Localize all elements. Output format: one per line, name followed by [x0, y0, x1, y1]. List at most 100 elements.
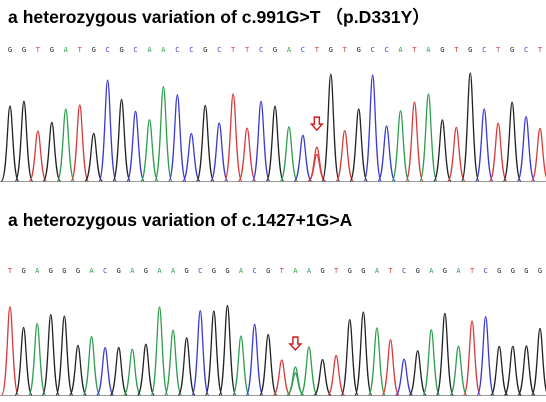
panel-1-title: a heterozygous variation of c.991G>T （p.…: [8, 7, 430, 27]
chromatogram-peak: [123, 348, 142, 396]
chromatogram-peak: [488, 122, 508, 182]
base-call-letter: A: [429, 267, 434, 275]
chromatogram-peak: [231, 335, 251, 396]
chromatogram-peak: [449, 345, 468, 396]
base-call-letter: C: [133, 46, 137, 54]
chromatogram-peak: [490, 345, 509, 396]
chromatogram-peak: [367, 327, 386, 396]
chromatogram-peak: [14, 100, 34, 182]
chromatogram-peak: [259, 333, 278, 396]
chromatogram-peak: [182, 132, 201, 182]
chromatogram-peak: [0, 306, 20, 396]
chromatogram-peak: [363, 74, 382, 182]
chromatogram-panel-2: a heterozygous variation of c.1427+1G>A …: [0, 200, 546, 402]
base-call-letter: T: [231, 46, 236, 54]
base-call-letter: T: [334, 267, 339, 275]
chromatogram-peak: [405, 101, 424, 182]
base-call-letter: G: [212, 267, 216, 275]
chromatogram-peak: [126, 110, 145, 182]
chromatogram-peak: [474, 108, 494, 182]
chromatogram-peak: [419, 93, 438, 182]
chromatogram-peak: [68, 344, 88, 396]
chromatogram-peak: [150, 306, 169, 396]
base-call-letter: G: [92, 46, 96, 54]
chromatogram-peak: [279, 126, 299, 182]
base-call-letter: A: [147, 46, 152, 54]
base-call-letter: G: [538, 267, 542, 275]
base-call-letter: G: [62, 267, 66, 275]
base-call-letter: C: [253, 267, 257, 275]
base-call-letter: A: [426, 46, 431, 54]
chromatogram-peak: [112, 98, 131, 182]
base-call-letter: T: [343, 46, 348, 54]
base-call-letter: G: [273, 46, 277, 54]
base-call-letter: C: [103, 267, 107, 275]
chromatogram-peak: [321, 73, 341, 182]
chromatogram-peak: [530, 127, 546, 182]
chromatogram-peak: [42, 121, 62, 182]
base-call-letter: C: [301, 46, 305, 54]
chromatogram-peak: [530, 327, 546, 396]
chromatogram-peak: [195, 104, 215, 182]
chromatogram-peak: [265, 105, 285, 182]
chromatogram-peak: [82, 335, 101, 396]
chromatogram-peak: [251, 100, 271, 182]
chromatogram-peak: [447, 126, 466, 182]
base-call-letter: T: [78, 46, 83, 54]
base-call-letter: T: [388, 267, 393, 275]
chromatogram-peak: [476, 315, 495, 396]
chromatogram-peak: [460, 72, 480, 182]
chromatogram-peak: [307, 146, 327, 182]
base-call-letter: G: [348, 267, 352, 275]
base-call-letter: C: [217, 46, 221, 54]
chromatogram-peak: [313, 358, 332, 396]
base-call-letter: C: [384, 46, 388, 54]
base-call-letter: A: [161, 46, 166, 54]
base-call-letter: G: [185, 267, 189, 275]
chromatogram-peak: [14, 326, 33, 396]
chromatogram-peak: [0, 105, 20, 182]
base-call-letter: G: [416, 267, 420, 275]
chromatogram-peak: [154, 86, 173, 182]
chromatogram-peak: [433, 119, 452, 182]
base-call-letter: T: [315, 46, 320, 54]
chromatogram-peak: [503, 345, 522, 396]
chromatogram-peak: [340, 318, 359, 396]
base-call-letter: G: [511, 267, 515, 275]
chromatogram-peak: [96, 346, 115, 396]
chromatogram-peak: [245, 323, 264, 396]
base-call-letter: T: [36, 46, 41, 54]
chromatogram-peak: [502, 101, 522, 182]
chromatogram-peak: [395, 358, 414, 396]
chromatogram-peak: [109, 346, 128, 396]
base-call-letter: A: [89, 267, 94, 275]
base-call-letter: C: [106, 46, 110, 54]
base-call-letter: G: [22, 46, 26, 54]
base-call-letter: A: [293, 267, 298, 275]
base-call-letter: G: [329, 46, 333, 54]
chromatogram-peak: [237, 127, 257, 182]
base-call-letter: C: [189, 46, 193, 54]
base-call-letter: G: [320, 267, 324, 275]
base-call-letter: G: [76, 267, 80, 275]
base-call-letter: A: [307, 267, 312, 275]
base-call-letter: C: [371, 46, 375, 54]
base-call-letter: G: [21, 267, 25, 275]
chromatogram-peak: [327, 354, 346, 396]
chromatogram-peak: [136, 343, 155, 396]
base-call-letter: G: [443, 267, 447, 275]
chromatogram-secondary-peak: [307, 153, 326, 182]
chromatogram-peak: [391, 110, 410, 182]
chromatogram-peak: [299, 346, 319, 396]
base-call-letter: A: [130, 267, 135, 275]
base-call-letter: A: [398, 46, 403, 54]
chromatogram-peak: [204, 310, 223, 396]
base-call-letter: G: [50, 46, 54, 54]
base-call-letter: C: [484, 267, 488, 275]
chromatogram-peak: [381, 339, 400, 396]
panel-2-title: a heterozygous variation of c.1427+1G>A: [8, 210, 353, 230]
base-call-letter: G: [117, 267, 121, 275]
chromatogram-peak: [28, 322, 47, 396]
